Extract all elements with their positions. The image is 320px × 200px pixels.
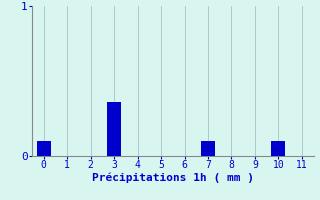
Bar [201,141,215,156]
Bar [107,102,121,156]
X-axis label: Précipitations 1h ( mm ): Précipitations 1h ( mm ) [92,173,254,183]
Bar [37,141,51,156]
Bar [271,141,285,156]
